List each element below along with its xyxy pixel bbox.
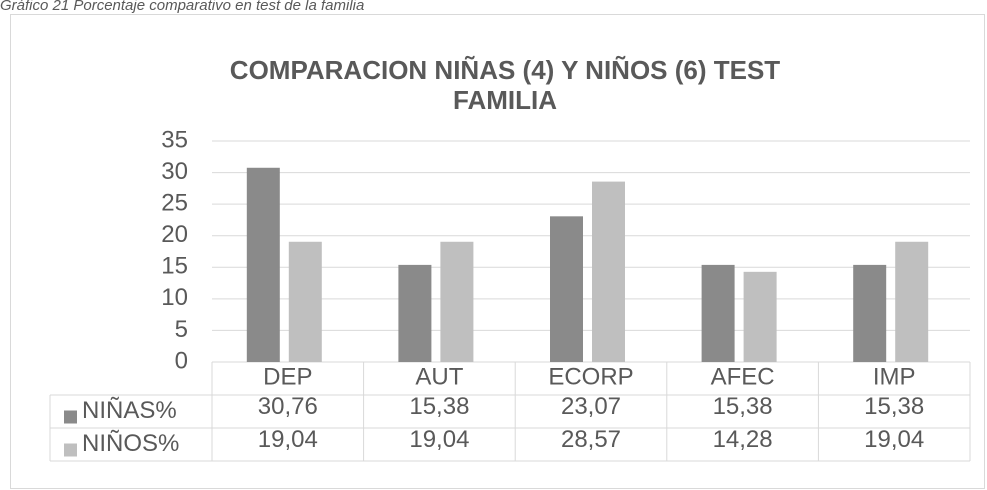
bar [701, 264, 735, 362]
bar [288, 241, 322, 362]
legend-label: NIÑAS% [82, 397, 177, 424]
y-tick-label: 30 [161, 158, 188, 185]
table-value: 19,04 [258, 426, 318, 453]
bar [398, 264, 432, 362]
bar [246, 167, 280, 362]
x-tick-label: AUT [415, 363, 463, 390]
x-tick-label: IMP [873, 363, 916, 390]
table-value: 19,04 [864, 426, 924, 453]
y-tick-label: 20 [161, 221, 188, 248]
x-tick-label: DEP [263, 363, 312, 390]
bar [853, 264, 887, 362]
y-tick-label: 15 [161, 253, 188, 280]
x-tick-label: ECORP [548, 363, 633, 390]
table-value: 23,07 [561, 393, 621, 420]
y-tick-label: 0 [175, 347, 188, 374]
bar [592, 181, 625, 362]
bar [550, 216, 583, 362]
legend-label: NIÑOS% [82, 430, 179, 457]
y-tick-label: 10 [161, 284, 188, 311]
caption: Gráfico 21 Porcentaje comparativo en tes… [0, 0, 364, 14]
table-value: 19,04 [409, 426, 469, 453]
chart-border [10, 14, 985, 489]
bar [440, 241, 474, 362]
table-value: 15,38 [864, 393, 924, 420]
table-value: 14,28 [713, 426, 773, 453]
y-tick-label: 25 [161, 189, 188, 216]
y-tick-label: 35 [161, 126, 188, 153]
bar [743, 271, 777, 362]
legend-swatch [64, 443, 77, 457]
table-value: 15,38 [713, 393, 773, 420]
bar [895, 241, 929, 362]
table-value: 28,57 [561, 426, 621, 453]
x-tick-label: AFEC [711, 363, 775, 390]
table-value: 15,38 [409, 393, 469, 420]
y-tick-label: 5 [175, 316, 188, 343]
legend-swatch [64, 410, 77, 424]
chart-title: COMPARACION NIÑAS (4) Y NIÑOS (6) TEST FA… [230, 55, 780, 115]
table-value: 30,76 [258, 393, 318, 420]
